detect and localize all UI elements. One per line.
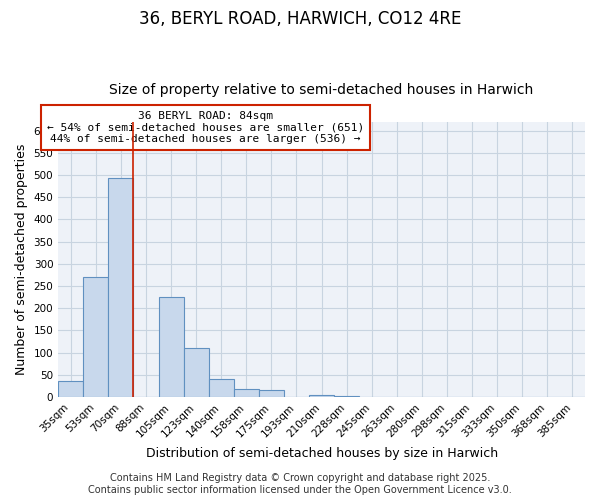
Text: 36 BERYL ROAD: 84sqm
← 54% of semi-detached houses are smaller (651)
44% of semi: 36 BERYL ROAD: 84sqm ← 54% of semi-detac… xyxy=(47,111,364,144)
Bar xyxy=(109,178,133,397)
Y-axis label: Number of semi-detached properties: Number of semi-detached properties xyxy=(15,144,28,375)
Bar xyxy=(58,382,83,397)
Bar xyxy=(83,277,109,397)
Bar xyxy=(209,379,234,397)
Bar xyxy=(234,389,259,397)
Bar xyxy=(158,297,184,397)
X-axis label: Distribution of semi-detached houses by size in Harwich: Distribution of semi-detached houses by … xyxy=(146,447,497,460)
Text: Contains HM Land Registry data © Crown copyright and database right 2025.
Contai: Contains HM Land Registry data © Crown c… xyxy=(88,474,512,495)
Bar xyxy=(309,394,334,397)
Bar xyxy=(334,396,359,397)
Bar xyxy=(184,348,209,397)
Bar xyxy=(259,390,284,397)
Title: Size of property relative to semi-detached houses in Harwich: Size of property relative to semi-detach… xyxy=(109,83,534,97)
Text: 36, BERYL ROAD, HARWICH, CO12 4RE: 36, BERYL ROAD, HARWICH, CO12 4RE xyxy=(139,10,461,28)
